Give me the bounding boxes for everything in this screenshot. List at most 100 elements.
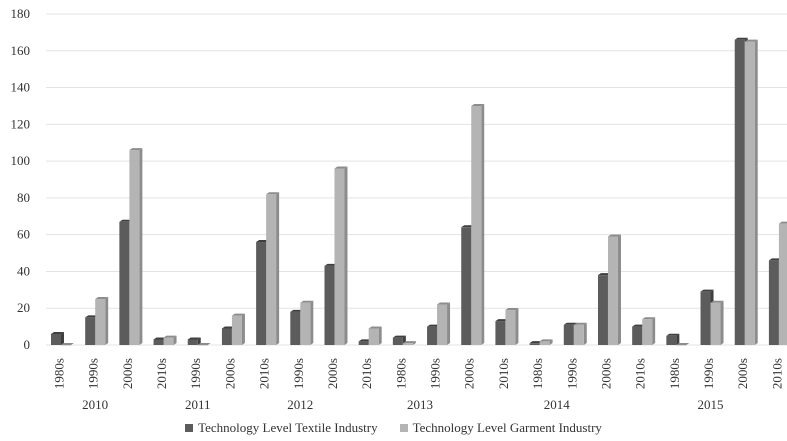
- bar: [607, 234, 621, 345]
- x-group-label: 2014: [544, 397, 571, 412]
- x-category-label: 2000s: [120, 358, 135, 389]
- bar-front: [153, 339, 164, 345]
- x-category-label: 2010s: [359, 358, 374, 389]
- bar-top: [85, 315, 99, 318]
- x-category-label: 1980s: [52, 358, 67, 389]
- bar-front: [221, 328, 232, 345]
- x-category-label: 2000s: [598, 358, 613, 389]
- bar-top: [119, 219, 133, 222]
- bar-front: [197, 345, 208, 346]
- bar-top: [573, 322, 587, 325]
- bar-top: [427, 324, 441, 327]
- bar-top: [461, 225, 475, 228]
- bar-top: [324, 263, 338, 266]
- bar-side: [61, 331, 64, 345]
- bar-front: [597, 275, 608, 345]
- bar-front: [710, 302, 721, 345]
- bar-top: [437, 302, 451, 305]
- bar-front: [632, 326, 643, 345]
- x-category-label: 2000s: [222, 358, 237, 389]
- legend-item-garment: Technology Level Garment Industry: [399, 420, 602, 436]
- y-tick-label: 0: [24, 337, 31, 352]
- bar: [676, 343, 690, 346]
- bar-front: [427, 326, 438, 345]
- bar-side: [720, 300, 724, 345]
- bar-front: [368, 328, 379, 345]
- bar-top: [129, 148, 143, 151]
- bar: [51, 331, 64, 345]
- bar-side: [676, 333, 680, 345]
- bar-top: [358, 339, 372, 342]
- x-category-label: 1980s: [667, 358, 682, 389]
- bars: [51, 37, 787, 346]
- bar-side: [139, 148, 143, 345]
- x-category-label: 1990s: [701, 358, 716, 389]
- bar-top: [495, 319, 509, 322]
- bar-side: [344, 166, 348, 345]
- bar: [368, 326, 382, 345]
- x-category-label: 2010s: [257, 358, 272, 389]
- bar-front: [290, 311, 301, 345]
- bar-top: [231, 313, 245, 316]
- bar-side: [241, 313, 245, 345]
- x-group-label: 2013: [407, 397, 433, 412]
- bar-top: [700, 289, 714, 292]
- y-tick-label: 80: [17, 190, 30, 205]
- bar-top: [256, 240, 270, 243]
- y-tick-label: 180: [11, 6, 31, 21]
- x-category-label: 2010s: [769, 358, 784, 389]
- bar-top: [666, 333, 680, 336]
- bar-front: [573, 324, 584, 345]
- bar-front: [392, 337, 403, 345]
- bar-side: [481, 103, 485, 345]
- bar: [710, 300, 724, 345]
- bar-front: [231, 315, 242, 345]
- bar-top: [710, 300, 724, 303]
- legend-swatch-garment: [399, 424, 408, 432]
- bar-side: [583, 322, 587, 345]
- bar-top: [368, 326, 382, 329]
- bar-top: [734, 37, 748, 40]
- bar-front: [539, 341, 550, 345]
- x-category-label: 1980s: [393, 358, 408, 389]
- bar-side: [105, 297, 109, 345]
- bar: [334, 166, 348, 345]
- bar-front: [734, 39, 745, 345]
- bar-front: [324, 265, 335, 345]
- bar-front: [163, 337, 174, 345]
- bar-top: [266, 192, 280, 195]
- bar-front: [358, 341, 369, 345]
- bar-front: [642, 319, 653, 345]
- x-category-label: 1990s: [188, 358, 203, 389]
- bar-front: [607, 236, 618, 345]
- bar-side: [197, 337, 201, 345]
- x-category-label: 1990s: [428, 358, 443, 389]
- bar-top: [539, 339, 553, 342]
- bar-top: [505, 308, 519, 311]
- bar-front: [471, 105, 482, 345]
- bar: [744, 39, 758, 345]
- bar-side: [173, 335, 177, 345]
- bar-top: [163, 335, 177, 338]
- bar-top: [392, 335, 406, 338]
- bar: [778, 221, 787, 345]
- bar: [187, 337, 201, 345]
- bar: [231, 313, 245, 345]
- x-group-label: 2012: [287, 397, 313, 412]
- bar-front: [300, 302, 311, 345]
- bar-top: [153, 337, 167, 340]
- bar-front: [119, 221, 130, 345]
- x-group-label: 2010: [82, 397, 108, 412]
- legend-item-textile: Technology Level Textile Industry: [185, 420, 378, 436]
- bar-side: [754, 39, 758, 345]
- bar-side: [310, 300, 314, 345]
- x-category-label: 2000s: [462, 358, 477, 389]
- bar: [129, 148, 143, 345]
- y-tick-label: 40: [17, 263, 30, 278]
- x-group-label: 2011: [185, 397, 211, 412]
- y-tick-label: 60: [17, 227, 30, 242]
- y-tick-label: 100: [11, 153, 31, 168]
- x-group-label: 2015: [698, 397, 724, 412]
- x-category-labels: 1980s 1990s 2000s 2010s 1990s 2000s 2010s 1990s…: [52, 358, 785, 389]
- x-category-label: 1990s: [86, 358, 101, 389]
